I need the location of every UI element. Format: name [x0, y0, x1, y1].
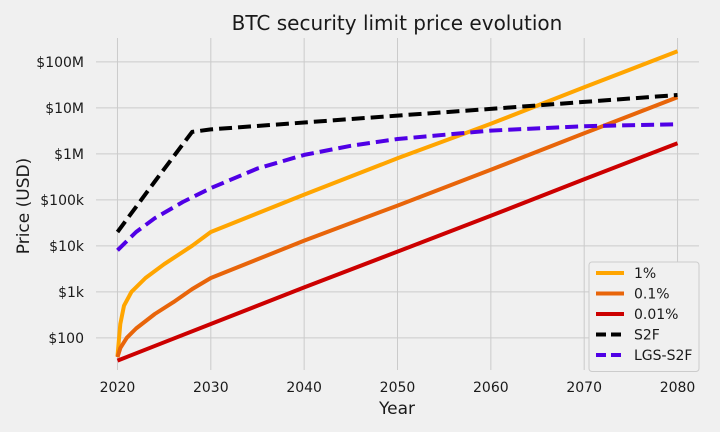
legend-box: [588, 261, 700, 372]
y-tick-label: $100k: [40, 193, 85, 209]
grid: [96, 38, 699, 370]
y-tick-label: $1M: [54, 147, 84, 163]
y-tick-label: $100M: [36, 55, 84, 71]
x-tick-label: 2020: [100, 380, 136, 396]
series-line-0: [115, 49, 679, 357]
series-line-3: [115, 93, 678, 234]
series-lines: [115, 49, 679, 363]
x-tick-labels: 2020 2030 2040 2050 2060 2070 2080: [100, 380, 696, 396]
series-line-2: [116, 141, 679, 363]
series-line-4: [116, 122, 678, 252]
x-tick-label: 2070: [566, 380, 602, 396]
x-tick-label: 2060: [473, 380, 509, 396]
x-axis-label: Year: [378, 399, 415, 419]
legend-entry: LGS-S2F: [634, 348, 692, 364]
y-tick-labels: $100 $1k $10k $100k $1M $10M $100M: [36, 55, 85, 347]
chart-title: BTC security limit price evolution: [232, 11, 563, 35]
legend-entry: 0.1%: [634, 287, 670, 303]
y-tick-label: $10k: [49, 239, 85, 255]
y-axis-label: Price (USD): [14, 158, 34, 254]
y-tick-label: $1k: [58, 285, 85, 301]
y-tick-label: $100: [48, 331, 84, 347]
legend-entry: S2F: [634, 328, 660, 344]
x-tick-label: 2080: [660, 380, 696, 396]
x-tick-label: 2030: [193, 380, 229, 396]
x-tick-label: 2040: [286, 380, 322, 396]
legend: 1% 0.1% 0.01% S2F LGS-S2F: [588, 261, 700, 372]
series-line-1: [115, 95, 679, 358]
y-tick-label: $10M: [45, 101, 84, 117]
legend-entry: 0.01%: [634, 307, 678, 323]
x-tick-label: 2050: [380, 380, 416, 396]
legend-entry: 1%: [634, 266, 656, 282]
